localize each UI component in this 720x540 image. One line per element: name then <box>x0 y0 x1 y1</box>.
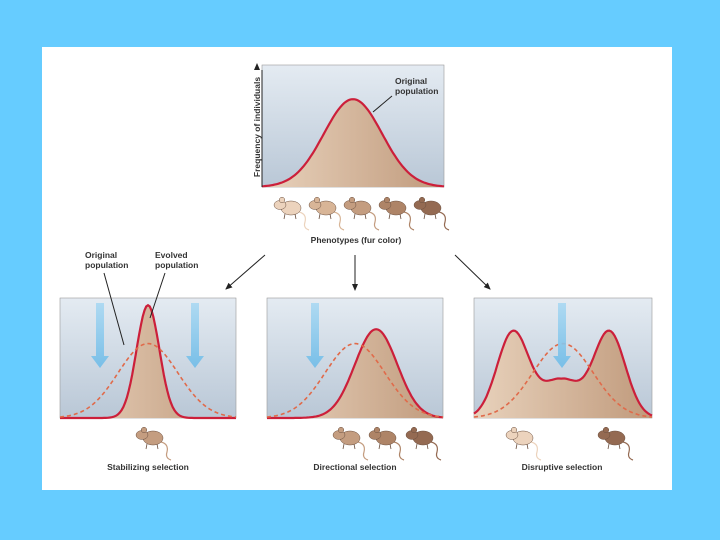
leader <box>149 272 166 319</box>
curve <box>267 328 444 420</box>
mouse-tail <box>430 441 442 461</box>
mouse-ear <box>337 426 345 434</box>
selection-arrow <box>186 303 204 368</box>
mouse <box>505 426 542 461</box>
mouse-tail <box>622 441 634 461</box>
mouse-legs <box>378 443 392 450</box>
curve <box>261 98 445 188</box>
mouse-legs <box>283 213 297 220</box>
mouse-tail <box>333 211 345 231</box>
mouse-ear <box>602 426 610 434</box>
curve-fill <box>262 99 444 187</box>
mouse-tail <box>298 211 310 231</box>
mouse-ear <box>140 426 148 434</box>
y-axis-label: Frequency of individuals <box>252 77 262 177</box>
mouse-legs <box>423 213 437 220</box>
original-curve <box>266 342 444 418</box>
mouse-legs <box>515 443 529 450</box>
mouse-tail <box>530 441 542 461</box>
mouse <box>343 196 380 231</box>
panel-label: Directional selection <box>313 462 396 472</box>
mouse-tail <box>357 441 369 461</box>
curve <box>60 303 236 420</box>
mouse <box>378 196 415 231</box>
mouse-legs <box>353 213 367 220</box>
mouse-legs <box>318 213 332 220</box>
mouse-legs <box>342 443 356 450</box>
mouse-ear <box>510 426 518 434</box>
arrow <box>454 254 491 290</box>
panel-label: Disruptive selection <box>522 462 603 472</box>
mouse-legs <box>388 213 402 220</box>
mouse-tail <box>368 211 380 231</box>
curve-fill <box>474 330 652 418</box>
mouse <box>308 196 345 231</box>
mouse <box>332 426 369 461</box>
arrow <box>225 254 266 290</box>
mouse <box>135 426 172 461</box>
mouse <box>597 426 634 461</box>
mouse-tail <box>393 441 405 461</box>
mouse-legs <box>607 443 621 450</box>
callout: Original population <box>395 76 438 96</box>
mouse-ear <box>313 196 321 204</box>
mouse-tail <box>403 211 415 231</box>
selection-arrow <box>553 303 571 368</box>
callout: Evolved population <box>155 250 198 270</box>
leader <box>372 95 393 113</box>
mouse-ear <box>348 196 356 204</box>
selection-arrow <box>91 303 109 368</box>
mouse-ear <box>383 196 391 204</box>
callout: Original population <box>85 250 128 270</box>
curve-fill <box>60 305 236 418</box>
leader <box>103 272 125 346</box>
x-axis-label: Phenotypes (fur color) <box>311 235 402 245</box>
curve-fill <box>267 329 443 418</box>
mouse <box>413 196 450 231</box>
mouse <box>368 426 405 461</box>
selection-arrow <box>306 303 324 368</box>
figure <box>59 64 653 461</box>
mouse-ear <box>278 196 286 204</box>
mouse-ear <box>418 196 426 204</box>
mouse-legs <box>145 443 159 450</box>
curve <box>473 329 653 417</box>
mouse-tail <box>438 211 450 231</box>
mouse-legs <box>415 443 429 450</box>
mouse <box>273 196 310 231</box>
panel-label: Stabilizing selection <box>107 462 189 472</box>
mouse <box>405 426 442 461</box>
mouse-tail <box>160 441 172 461</box>
mouse-ear <box>373 426 381 434</box>
original-curve <box>59 342 237 418</box>
mouse-ear <box>410 426 418 434</box>
